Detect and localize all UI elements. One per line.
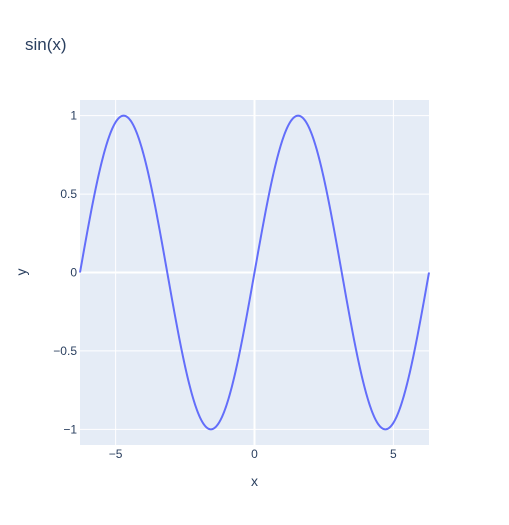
y-tick-label: 0.5 xyxy=(60,187,77,201)
x-tick-label: −5 xyxy=(109,447,123,461)
chart-title: sin(x) xyxy=(25,35,67,54)
y-tick-label: 0 xyxy=(70,266,77,280)
y-tick-label: −0.5 xyxy=(53,344,77,358)
y-axis-title: y xyxy=(13,269,29,276)
y-tick-label: 1 xyxy=(70,109,77,123)
x-tick-label: 5 xyxy=(390,447,397,461)
series-line-sin[interactable] xyxy=(79,114,430,431)
x-axis-title: x xyxy=(251,473,258,489)
x-tick-labels: −5 0 5 xyxy=(109,447,397,461)
y-tick-labels: −1 −0.5 0 0.5 1 xyxy=(53,109,77,437)
y-tick-label: −1 xyxy=(63,422,77,436)
x-tick-label: 0 xyxy=(251,447,258,461)
